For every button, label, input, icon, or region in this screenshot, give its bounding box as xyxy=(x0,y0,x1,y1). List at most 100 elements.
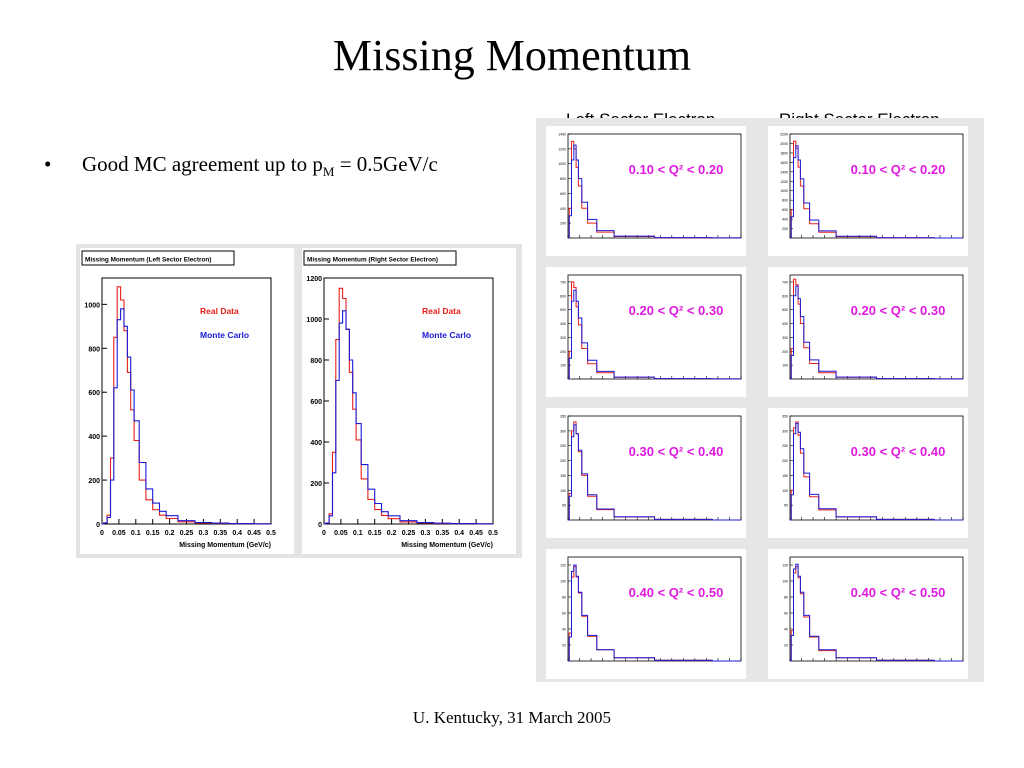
y-tick-label: 1800 xyxy=(780,151,788,155)
bullet-text: Good MC agreement up to p xyxy=(82,152,323,176)
x-tick-label: 0.45 xyxy=(469,530,483,537)
series-monte-carlo xyxy=(102,308,271,525)
y-tick-label: 1000 xyxy=(558,162,566,166)
x-axis-label: Missing Momentum (GeV/c) xyxy=(401,542,493,549)
x-tick-label: 0.35 xyxy=(435,530,449,537)
plot-frame xyxy=(567,556,742,662)
y-tick-label: 50 xyxy=(562,504,566,508)
histogram-canvas xyxy=(768,126,968,256)
y-tick-label: 600 xyxy=(560,192,566,196)
x-tick-label: 0.25 xyxy=(402,530,416,537)
slide-footer: U. Kentucky, 31 March 2005 xyxy=(412,708,612,727)
y-tick-label: 300 xyxy=(560,429,566,433)
x-tick-label: 0.1 xyxy=(131,530,141,537)
y-tick-label: 120 xyxy=(782,564,788,568)
y-tick-label: 200 xyxy=(310,481,322,488)
y-tick-label: 0 xyxy=(318,522,322,529)
legend-monte-carlo: Monte Carlo xyxy=(200,330,249,340)
y-tick-label: 200 xyxy=(560,222,566,226)
y-tick-label: 600 xyxy=(88,390,100,397)
legend-monte-carlo: Monte Carlo xyxy=(422,330,471,340)
x-tick-label: 0.35 xyxy=(213,530,227,537)
x-tick-label: 0.45 xyxy=(247,530,261,537)
y-tick-label: 1400 xyxy=(558,133,566,137)
y-tick-label: 0 xyxy=(96,522,100,529)
y-tick-label: 200 xyxy=(782,350,788,354)
x-tick-label: 0.1 xyxy=(353,530,363,537)
plot-frame xyxy=(789,415,964,521)
y-tick-label: 120 xyxy=(560,564,566,568)
y-tick-label: 1400 xyxy=(780,170,788,174)
y-tick-label: 400 xyxy=(782,218,788,222)
large-histogram-panel: Missing Momentum (Left Sector Electron) 0… xyxy=(76,244,522,558)
y-tick-label: 600 xyxy=(560,294,566,298)
y-tick-label: 100 xyxy=(782,364,788,368)
y-tick-label: 200 xyxy=(782,227,788,231)
plot-frame xyxy=(567,415,742,521)
y-tick-label: 2000 xyxy=(780,142,788,146)
y-tick-label: 60 xyxy=(784,612,788,616)
series-monte-carlo xyxy=(324,310,493,525)
x-tick-label: 0.4 xyxy=(232,530,242,537)
y-tick-label: 800 xyxy=(560,177,566,181)
bullet-text-end: = 0.5GeV/c xyxy=(334,152,438,176)
y-tick-label: 100 xyxy=(560,364,566,368)
histogram-canvas xyxy=(302,248,516,554)
histogram-canvas xyxy=(80,248,294,554)
series-monte-carlo xyxy=(790,285,963,380)
y-tick-label: 400 xyxy=(560,207,566,211)
q2-range-label: 0.30 < Q² < 0.40 xyxy=(851,444,946,459)
y-tick-label: 600 xyxy=(782,294,788,298)
x-tick-label: 0.3 xyxy=(421,530,431,537)
plot-frame xyxy=(789,556,964,662)
y-tick-label: 100 xyxy=(782,580,788,584)
y-tick-label: 700 xyxy=(560,280,566,284)
y-tick-label: 20 xyxy=(784,644,788,648)
y-tick-label: 1200 xyxy=(780,180,788,184)
x-tick-label: 0.15 xyxy=(146,530,160,537)
x-tick-label: 0.3 xyxy=(199,530,209,537)
histogram-title-box xyxy=(81,250,235,266)
y-tick-label: 1000 xyxy=(84,302,100,309)
y-tick-label: 80 xyxy=(562,596,566,600)
y-tick-label: 50 xyxy=(784,504,788,508)
q2-bin-histogram-grid: 200 400 600 800 1000 1200 1400 0.10 < Q² < 0.20… xyxy=(536,118,984,682)
y-tick-label: 400 xyxy=(88,434,100,441)
series-monte-carlo xyxy=(568,564,741,662)
y-tick-label: 1200 xyxy=(558,147,566,151)
large-histograms-svg: Missing Momentum (Left Sector Electron) 0… xyxy=(80,248,516,554)
x-tick-label: 0 xyxy=(322,530,326,537)
q2-range-label: 0.20 < Q² < 0.30 xyxy=(629,303,724,318)
y-tick-label: 200 xyxy=(560,459,566,463)
q2-histogram-4: 100 200 300 400 500 600 700 0.20 < Q² < 0.30 xyxy=(768,267,968,397)
series-monte-carlo xyxy=(790,145,963,239)
histogram-canvas xyxy=(546,126,746,256)
x-tick-label: 0.05 xyxy=(112,530,126,537)
q2-range-label: 0.40 < Q² < 0.50 xyxy=(629,585,724,600)
y-tick-label: 800 xyxy=(782,199,788,203)
series-monte-carlo xyxy=(790,422,963,521)
y-tick-label: 1600 xyxy=(780,161,788,165)
histogram-title-box xyxy=(303,250,457,266)
series-monte-carlo xyxy=(568,289,741,380)
x-tick-label: 0.5 xyxy=(266,530,276,537)
y-tick-label: 700 xyxy=(782,280,788,284)
q2-range-label: 0.40 < Q² < 0.50 xyxy=(851,585,946,600)
x-tick-label: 0.2 xyxy=(165,530,175,537)
y-tick-label: 800 xyxy=(310,358,322,365)
q2-range-label: 0.10 < Q² < 0.20 xyxy=(851,162,946,177)
q2-histogram-3: 100 200 300 400 500 600 700 0.20 < Q² < 0.30 xyxy=(546,267,746,397)
y-tick-label: 200 xyxy=(88,478,100,485)
x-tick-label: 0.05 xyxy=(334,530,348,537)
y-tick-label: 300 xyxy=(782,429,788,433)
y-tick-label: 400 xyxy=(560,322,566,326)
q2-range-label: 0.10 < Q² < 0.20 xyxy=(629,162,724,177)
y-tick-label: 200 xyxy=(560,350,566,354)
large-histogram-1: Missing Momentum (Left Sector Electron) 0… xyxy=(80,248,294,554)
q2-histogram-6: 50 100 150 200 250 300 350 0.30 < Q² < 0.40 xyxy=(768,408,968,538)
bullet-subscript: M xyxy=(322,164,335,180)
series-monte-carlo xyxy=(568,424,741,521)
x-tick-label: 0.25 xyxy=(180,530,194,537)
y-tick-label: 80 xyxy=(784,596,788,600)
y-tick-label: 300 xyxy=(560,336,566,340)
